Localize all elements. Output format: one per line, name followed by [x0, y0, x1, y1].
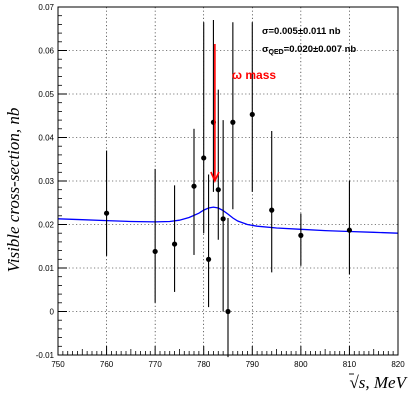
- svg-text:√s, MeV: √s, MeV: [349, 373, 408, 392]
- sigma-qed-subscript: QED: [269, 49, 284, 56]
- y-tick-label: 0.01: [38, 264, 54, 273]
- x-axis-label: s, MeV: [359, 373, 409, 392]
- data-point: [346, 227, 353, 233]
- sigma-annotation-line2: σQED=0.020±0.007 nb: [262, 44, 356, 56]
- x-tick-label: 820: [391, 360, 405, 369]
- y-tick-label: 0.02: [38, 221, 54, 230]
- data-point: [230, 119, 236, 125]
- data-point: [191, 183, 197, 189]
- y-tick-label: 0.05: [38, 90, 54, 99]
- data-point: [215, 187, 221, 193]
- y-axis-title: Visible cross-section, nb: [4, 108, 23, 273]
- sigma-qed-symbol: σ: [262, 44, 269, 55]
- data-point: [171, 241, 178, 247]
- sigma-qed-value: =0.020±0.007 nb: [284, 44, 357, 55]
- data-point: [152, 248, 158, 255]
- x-tick-label: 750: [51, 360, 65, 369]
- x-axis-title: √s, MeV: [349, 373, 409, 392]
- y-tick-label: 0.07: [38, 3, 54, 12]
- x-tick-label: 770: [148, 360, 162, 369]
- y-tick-label: 0: [50, 308, 55, 317]
- y-tick-label: 0.03: [38, 177, 54, 186]
- data-point: [201, 155, 207, 161]
- x-axis-ticks: 750 760 770 780 790 800 810 820: [51, 346, 405, 369]
- plot-frame: [57, 6, 399, 356]
- arrow-head: [210, 171, 220, 183]
- data-point: [220, 216, 226, 222]
- x-tick-label: 810: [343, 360, 357, 369]
- data-point: [249, 111, 255, 118]
- omega-mass-label: ω mass: [232, 68, 276, 82]
- y-tick-label: 0.06: [38, 47, 54, 56]
- x-tick-label: 760: [100, 360, 114, 369]
- x-tick-label: 790: [246, 360, 260, 369]
- x-tick-label: 800: [294, 360, 308, 369]
- sigma-annotation-line1: σ=0.005±0.011 nb: [262, 26, 341, 37]
- y-tick-label: 0.04: [38, 134, 54, 143]
- data-point: [205, 256, 212, 262]
- omega-mass-arrow: [210, 43, 220, 183]
- data-point: [225, 308, 231, 315]
- data-point: [269, 207, 275, 213]
- y-tick-label: -0.01: [36, 351, 55, 360]
- sqrt-symbol: √: [349, 373, 359, 392]
- data-point: [298, 232, 304, 238]
- data-points: [103, 20, 353, 358]
- data-point: [103, 210, 110, 216]
- x-tick-label: 780: [197, 360, 211, 369]
- y-axis-ticks: -0.01 0 0.01 0.02 0.03 0.04 0.05 0.06 0.07: [36, 3, 67, 360]
